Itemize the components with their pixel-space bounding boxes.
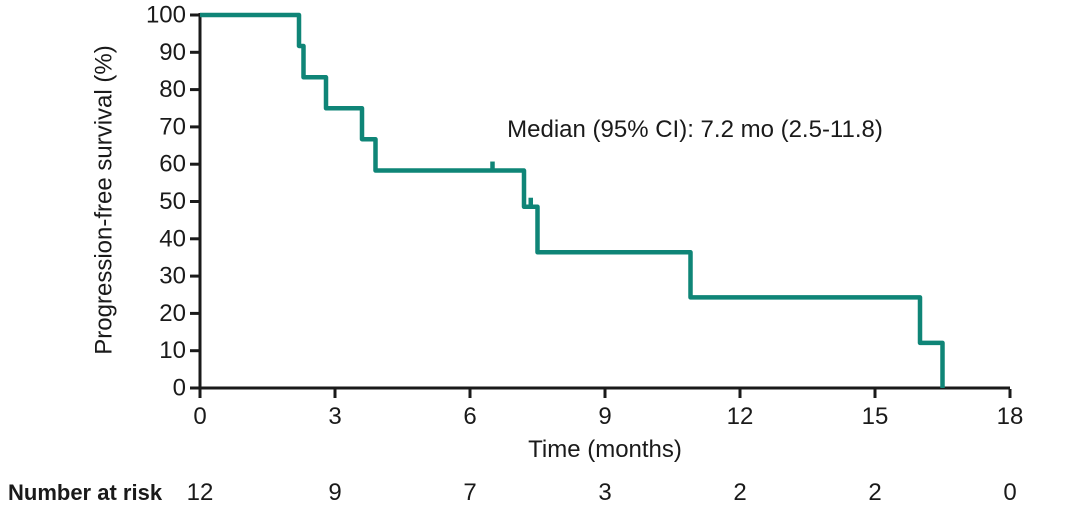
x-tick-label: 18 [997,403,1024,430]
x-tick-label: 6 [463,403,476,430]
median-annotation: Median (95% CI): 7.2 mo (2.5-11.8) [507,116,883,143]
y-axis-title: Progression-free survival (%) [91,45,118,354]
y-tick-label: 60 [159,151,186,178]
number-at-risk-value: 2 [868,479,881,506]
number-at-risk-value: 0 [1003,479,1016,506]
y-tick-label: 40 [159,225,186,252]
km-step-curve [200,12,945,388]
x-tick-label: 9 [598,403,611,430]
number-at-risk-value: 3 [598,479,611,506]
x-tick-label: 12 [727,403,754,430]
y-tick-label: 0 [173,375,186,402]
y-tick-label: 10 [159,337,186,364]
number-at-risk-value: 9 [328,479,341,506]
y-tick-label: 20 [159,300,186,327]
number-at-risk-value: 12 [187,479,214,506]
x-axis-title: Time (months) [528,436,682,463]
y-tick-label: 90 [159,39,186,66]
number-at-risk-value: 7 [463,479,476,506]
number-at-risk-row: 12 9 7 3 2 2 0 [187,479,1017,506]
number-at-risk-value: 2 [733,479,746,506]
x-tick-label: 15 [862,403,889,430]
y-tick-label: 50 [159,188,186,215]
y-tick-label: 80 [159,76,186,103]
y-tick-label: 100 [146,2,186,29]
survival-curve-layer [200,12,945,388]
axes-layer: 0 10 20 30 40 50 60 70 80 90 100 0 3 6 9 12 15 18 [146,2,1023,431]
y-tick-label: 70 [159,113,186,140]
x-tick-label: 0 [193,403,206,430]
y-tick-label: 30 [159,263,186,290]
number-at-risk-label: Number at risk [8,480,163,505]
x-tick-label: 3 [328,403,341,430]
